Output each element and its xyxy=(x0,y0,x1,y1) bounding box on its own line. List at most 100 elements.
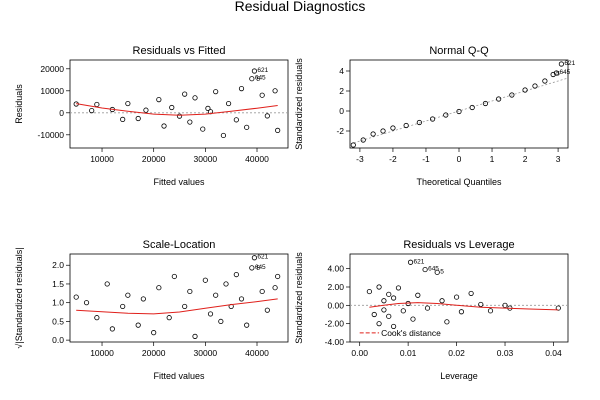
data-point xyxy=(251,68,258,74)
x-tick-label: 30000 xyxy=(194,348,218,358)
data-point xyxy=(400,308,406,314)
data-point xyxy=(386,291,392,297)
data-point xyxy=(390,323,397,330)
y-tick-label: -10000 xyxy=(38,130,65,140)
data-point xyxy=(140,296,146,302)
data-point xyxy=(125,292,131,298)
data-point xyxy=(249,76,255,82)
data-point xyxy=(264,307,270,313)
data-point xyxy=(187,288,193,295)
panel-4: Residuals vs Leverage 0.00 0.01 0.02 0.03 0.0… xyxy=(294,239,569,381)
data-point xyxy=(135,115,141,122)
data-point xyxy=(509,92,515,98)
data-point xyxy=(376,321,382,327)
y-tick-label: 0.0 xyxy=(52,335,64,345)
data-point xyxy=(218,318,224,325)
data-point xyxy=(272,285,278,291)
plot-area xyxy=(70,68,288,139)
data-point xyxy=(550,71,556,78)
data-point xyxy=(416,119,422,126)
data-point xyxy=(496,96,502,102)
y-axis-label: Standardized residuals xyxy=(294,252,304,344)
data-point xyxy=(275,273,281,280)
data-point xyxy=(390,295,397,301)
point-label: 5 xyxy=(440,268,444,275)
x-tick-label: 2 xyxy=(523,154,528,164)
data-point xyxy=(202,277,208,283)
data-point xyxy=(272,88,278,94)
data-point xyxy=(403,122,409,129)
data-point xyxy=(371,311,377,318)
data-point xyxy=(143,107,149,113)
data-point xyxy=(522,87,528,93)
data-point xyxy=(120,303,126,310)
data-point xyxy=(424,305,431,311)
x-tick-label: 1 xyxy=(490,154,495,164)
data-point xyxy=(415,292,421,298)
data-point xyxy=(161,123,167,129)
data-point xyxy=(443,112,449,118)
y-tick-label: 1.0 xyxy=(52,298,64,308)
x-tick-label: -3 xyxy=(356,154,364,164)
point-label: 5 xyxy=(256,265,260,272)
x-tick-label: 10000 xyxy=(90,154,114,164)
y-axis-label: Standardized residuals xyxy=(294,58,304,150)
data-point xyxy=(200,126,206,132)
x-tick-label: 20000 xyxy=(142,348,166,358)
data-point xyxy=(390,125,396,131)
data-point xyxy=(192,333,198,339)
x-tick-label: 0.00 xyxy=(351,348,368,358)
y-tick-label: -4.00 xyxy=(325,337,345,347)
point-label: 645 xyxy=(428,266,439,273)
data-point xyxy=(244,124,250,130)
plot-area xyxy=(73,255,281,339)
data-point xyxy=(259,288,265,295)
data-point xyxy=(407,259,414,265)
panel-3: Scale-Location 10000 20000 30000 40000 0.0 0.5… xyxy=(14,239,289,381)
data-point xyxy=(259,92,265,98)
data-point xyxy=(207,311,214,317)
data-point xyxy=(109,326,115,332)
y-tick-label: 2.0 xyxy=(52,260,64,270)
data-point xyxy=(395,285,402,291)
data-point xyxy=(386,313,392,319)
data-point xyxy=(251,255,258,261)
data-point xyxy=(205,105,211,112)
data-point xyxy=(182,303,188,310)
data-point xyxy=(220,132,227,139)
data-point xyxy=(487,308,494,314)
data-point xyxy=(468,290,474,297)
data-point xyxy=(171,273,177,280)
y-tick-label: 0 xyxy=(59,108,64,118)
data-point xyxy=(366,288,372,295)
figure-title: Residual Diagnostics xyxy=(235,0,366,14)
data-point xyxy=(238,86,245,92)
y-tick-label: 20000 xyxy=(40,64,64,74)
panel-title: Residuals vs Leverage xyxy=(403,239,514,251)
panel-title: Residuals vs Fitted xyxy=(133,45,226,57)
data-point xyxy=(156,97,162,103)
x-tick-label: 3 xyxy=(556,154,561,164)
x-axis-label: Fitted values xyxy=(153,371,205,381)
data-point xyxy=(553,70,560,76)
data-point xyxy=(169,104,175,111)
y-tick-label: -2 xyxy=(336,126,344,136)
x-tick-label: 0 xyxy=(457,154,462,164)
data-point xyxy=(275,127,281,133)
data-point xyxy=(104,281,110,287)
data-point xyxy=(187,119,193,125)
y-tick-label: 4 xyxy=(339,66,344,76)
data-point xyxy=(182,91,188,97)
data-point xyxy=(429,116,436,122)
data-point xyxy=(434,269,440,275)
y-axis-label: Residuals xyxy=(14,84,24,124)
data-point xyxy=(176,113,183,119)
qq-reference-line xyxy=(350,77,568,145)
data-point xyxy=(558,61,564,67)
point-label: 621 xyxy=(414,258,425,265)
data-point xyxy=(233,117,239,123)
data-point xyxy=(370,131,376,137)
y-tick-label: 2 xyxy=(339,86,344,96)
point-label: 645 xyxy=(559,69,570,76)
